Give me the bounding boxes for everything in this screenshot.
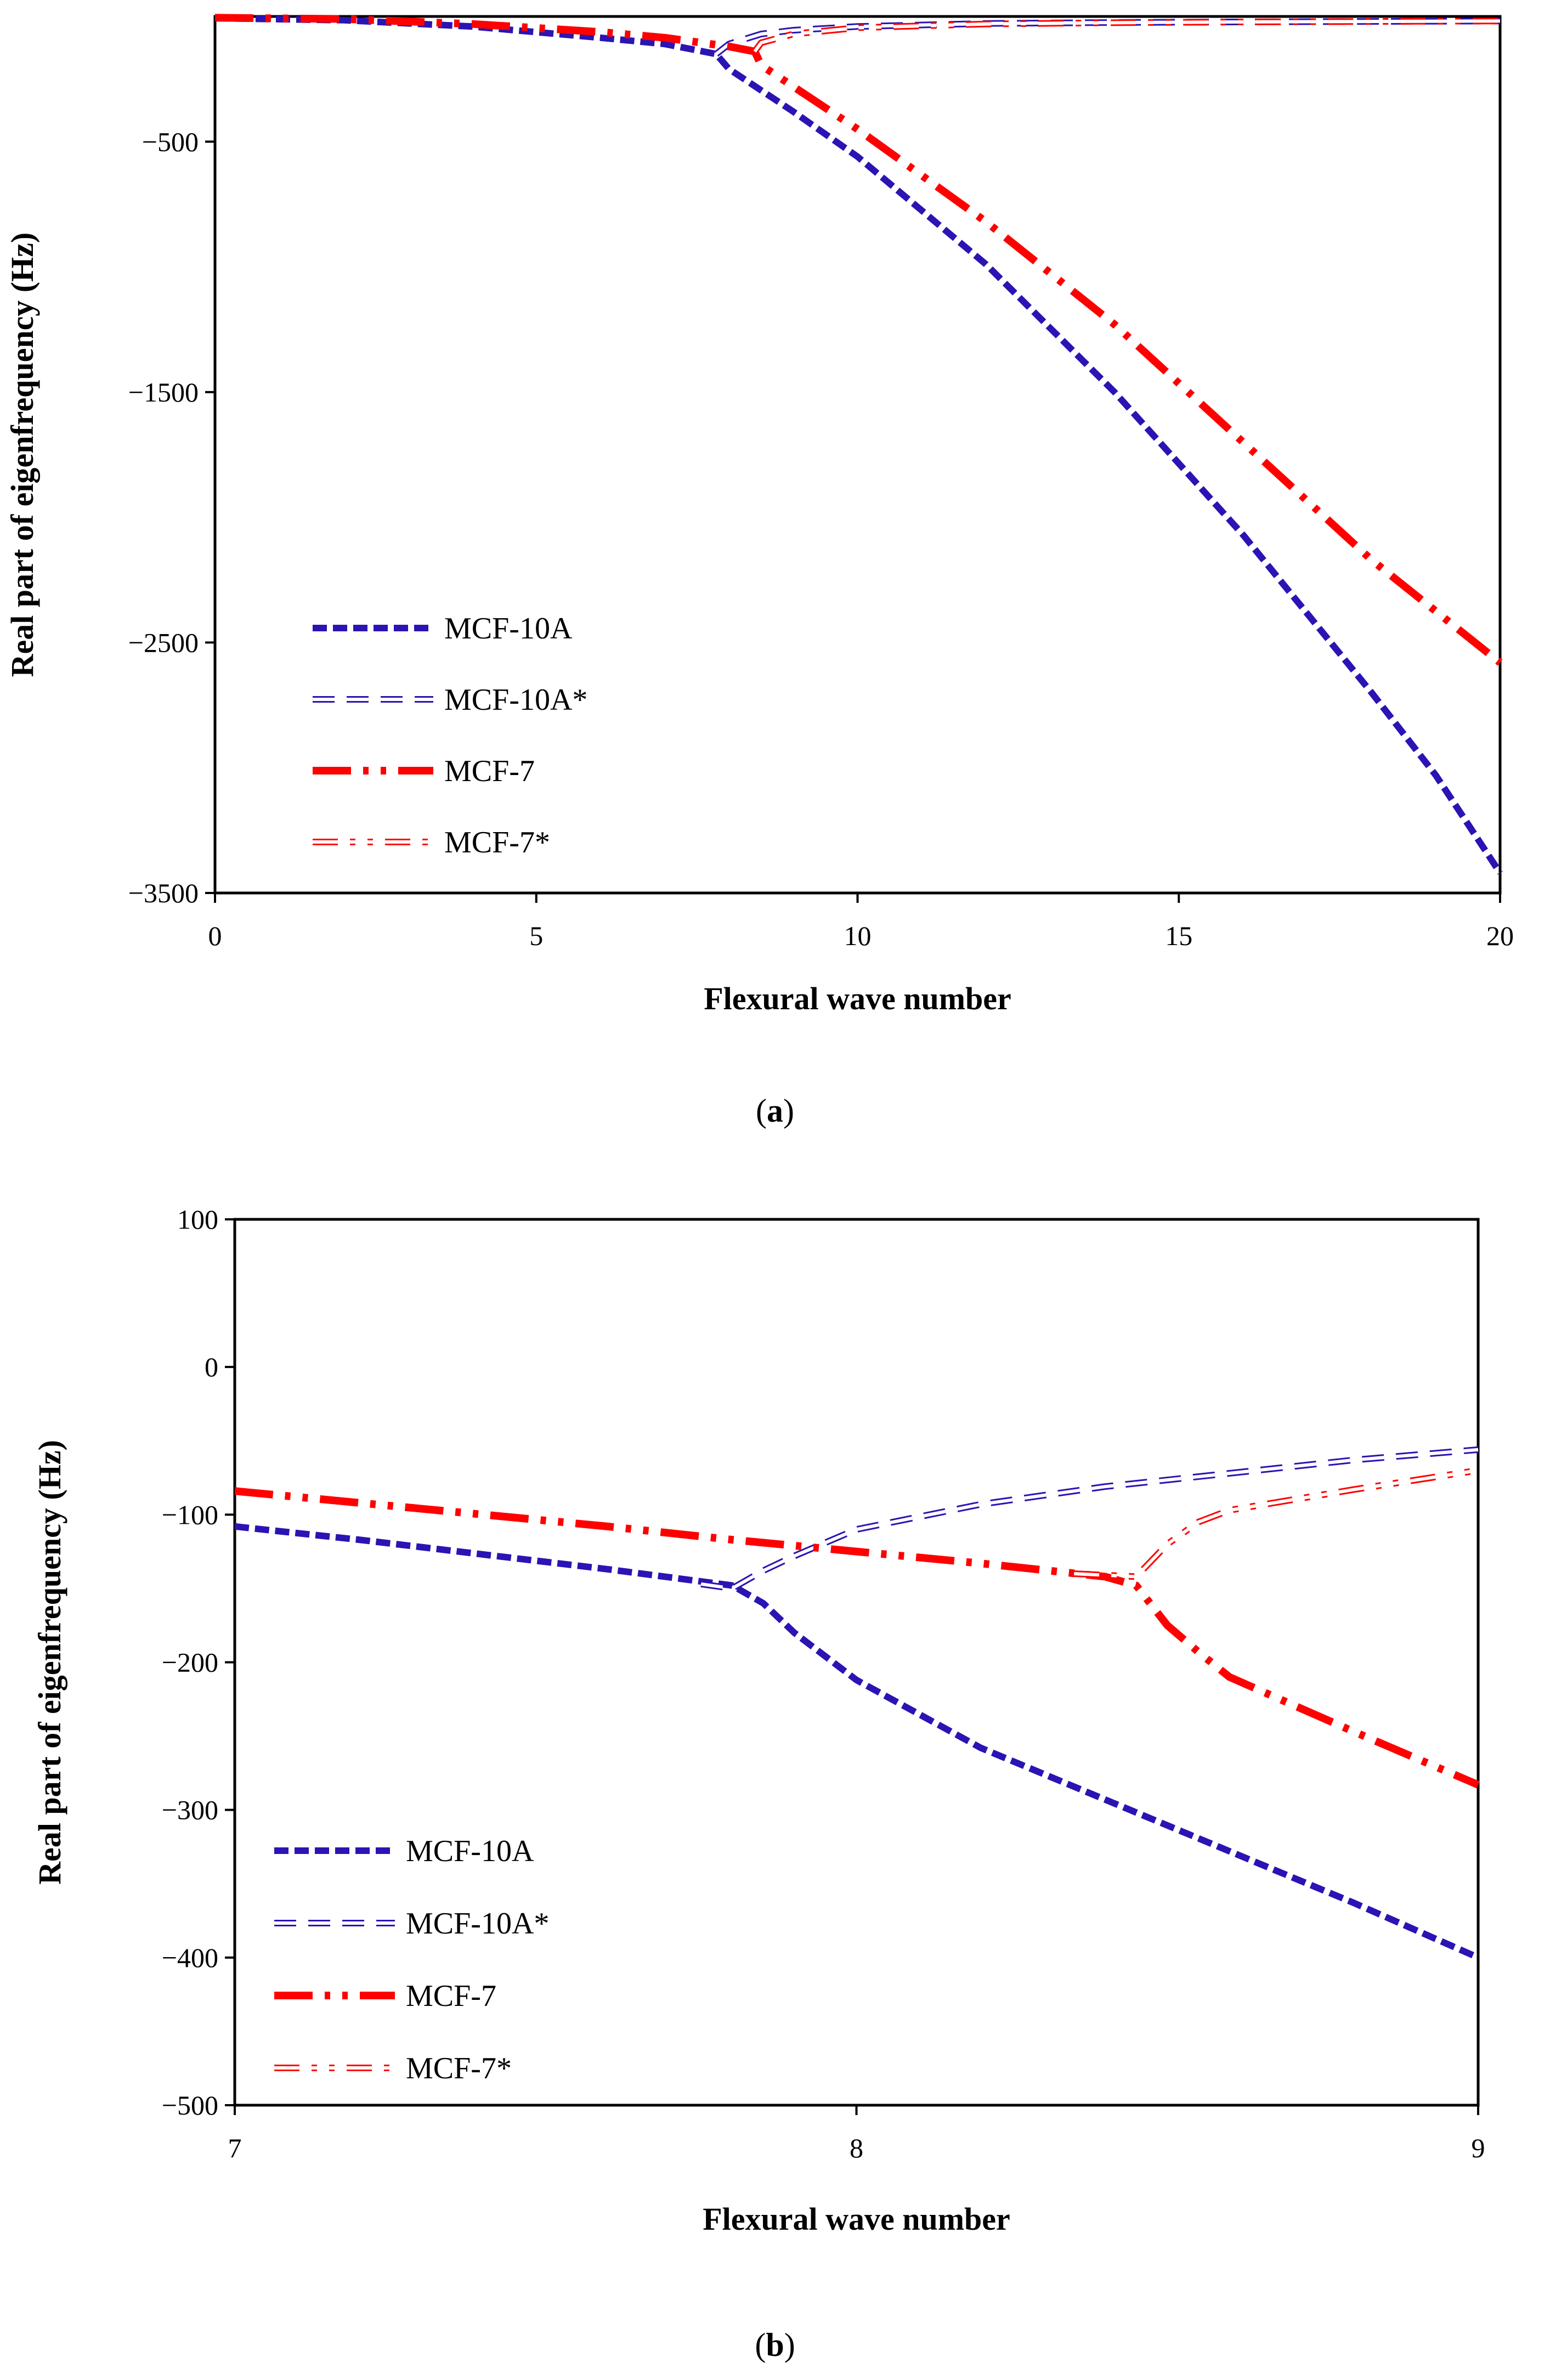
y-tick-label: 100 [177,1204,218,1235]
legend-label: MCF-7* [406,2051,512,2085]
series-group [235,1446,1480,1961]
y-tick-label: −2500 [128,627,199,658]
legend-label: MCF-7* [444,826,550,860]
x-axis-title: Flexural wave number [704,981,1011,1016]
y-tick-label: 0 [205,1352,218,1382]
y-tick-label: −200 [162,1647,218,1678]
x-tick-label: 10 [844,920,872,951]
legend-label: MCF-7 [444,754,535,788]
series-group [215,14,1503,875]
x-tick-label: 0 [208,920,222,951]
x-tick-label: 8 [850,2133,863,2163]
y-tick-label: −500 [162,2090,218,2121]
y-axis-title: Real part of eigenfrequency (Hz) [4,233,40,677]
x-tick-label: 5 [529,920,543,951]
series-line-mcf-10a [215,15,1503,875]
legend-label: MCF-10A [406,1834,534,1868]
series-line-mcf-10a [235,1523,1480,1961]
chart-b: 7 8 91000−100−200−300−400−500MCF-10AMCF-10… [32,1204,1485,2363]
y-tick-label: −100 [162,1499,218,1530]
series-line-mcf-10a- [714,18,1501,57]
chart-a: 0 5 10 15 20−500−1500−2500−3500MCF-10AMCF-10… [4,14,1514,1129]
y-tick-label: −300 [162,1795,218,1825]
series-line-mcf-7 [235,1487,1480,1789]
x-axis-title: Flexural wave number [703,2201,1010,2237]
legend-label: MCF-10A [444,612,573,646]
legend-label: MCF-10A* [406,1907,549,1941]
legend: MCF-10A MCF-10A* MCF-7 MCF-7* [313,612,587,860]
y-tick-label: −500 [142,126,199,157]
x-tick-label: 15 [1165,920,1192,951]
panel-caption: (b) [755,2327,795,2363]
x-tick-label: 7 [228,2133,242,2163]
panel-caption: (a) [756,1093,794,1129]
legend-label: MCF-7 [406,1979,496,2013]
legend-label: MCF-10A* [444,683,587,717]
x-tick-label: 20 [1486,920,1514,951]
y-tick-label: −1500 [128,377,199,408]
y-tick-label: −3500 [128,878,199,908]
series-line-mcf-10a- [700,1446,1479,1592]
y-tick-label: −400 [162,1942,218,1973]
y-axis-title: Real part of eigenfrequency (Hz) [32,1440,67,1885]
x-tick-label: 9 [1472,2133,1485,2163]
series-line-mcf-7- [752,18,1501,54]
legend: MCF-10A MCF-10A* MCF-7 MCF-7* [274,1834,549,2085]
